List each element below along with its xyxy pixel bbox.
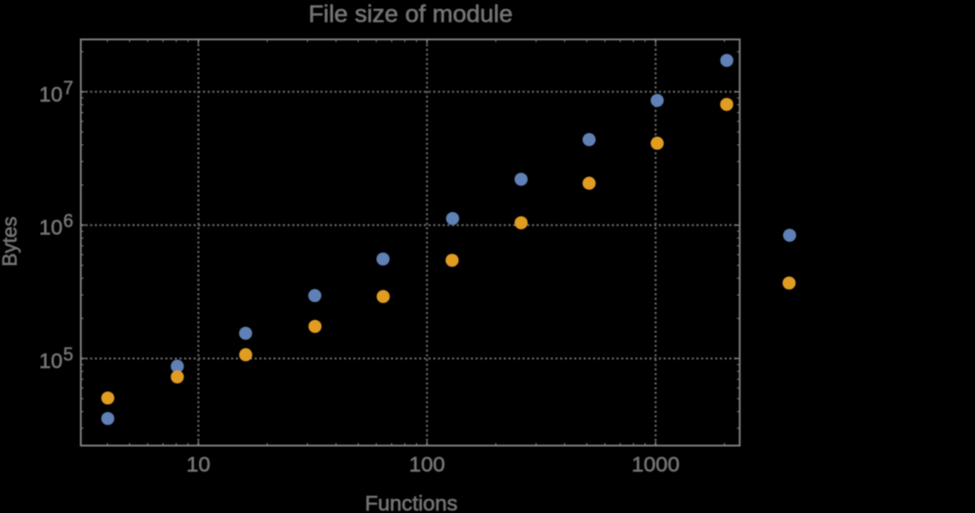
svg-text:6: 6 xyxy=(63,211,73,231)
svg-text:5: 5 xyxy=(63,345,73,365)
svg-text:10: 10 xyxy=(39,350,62,373)
svg-text:Functions: Functions xyxy=(365,491,458,513)
svg-text:10: 10 xyxy=(39,217,62,240)
svg-text:100: 100 xyxy=(409,452,445,477)
svg-text:7: 7 xyxy=(63,78,73,98)
svg-text:10: 10 xyxy=(186,452,210,477)
svg-text:10: 10 xyxy=(39,83,62,106)
svg-text:1000: 1000 xyxy=(632,452,680,477)
svg-text:Bytes: Bytes xyxy=(0,216,22,266)
svg-text:File size of module: File size of module xyxy=(308,1,512,28)
